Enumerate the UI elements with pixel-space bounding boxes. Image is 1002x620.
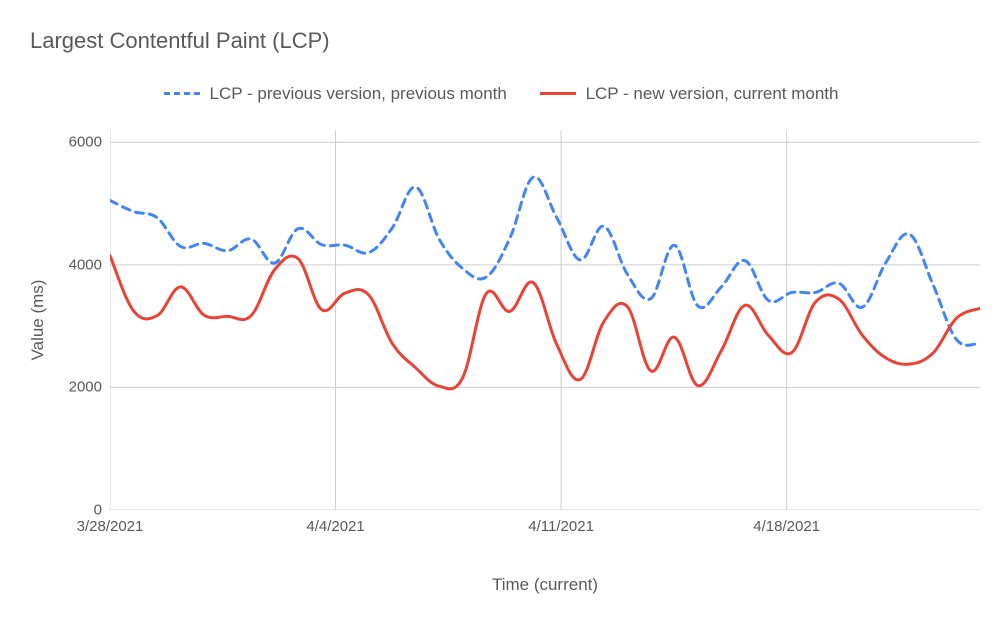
x-tick-label: 4/4/2021 [306,518,364,535]
chart-container: Largest Contentful Paint (LCP) LCP - pre… [0,0,1002,620]
legend-item-previous: LCP - previous version, previous month [164,84,507,104]
legend-item-current: LCP - new version, current month [540,84,839,104]
x-tick-label: 4/11/2021 [528,518,594,535]
legend-label-current: LCP - new version, current month [586,84,839,104]
plot-area [110,130,980,510]
chart-title: Largest Contentful Paint (LCP) [30,28,330,54]
legend-swatch-current [540,92,576,95]
x-tick-label: 4/18/2021 [753,518,820,535]
y-tick-label: 4000 [42,256,102,273]
y-tick-label: 6000 [42,134,102,151]
x-axis-title: Time (current) [492,575,598,595]
legend: LCP - previous version, previous month L… [0,80,1002,104]
y-axis-title: Value (ms) [28,280,48,361]
legend-swatch-previous [164,92,200,95]
legend-label-previous: LCP - previous version, previous month [210,84,507,104]
y-tick-label: 0 [42,502,102,519]
x-tick-label: 3/28/2021 [77,518,144,535]
y-tick-label: 2000 [42,379,102,396]
series-line-1 [110,256,980,389]
